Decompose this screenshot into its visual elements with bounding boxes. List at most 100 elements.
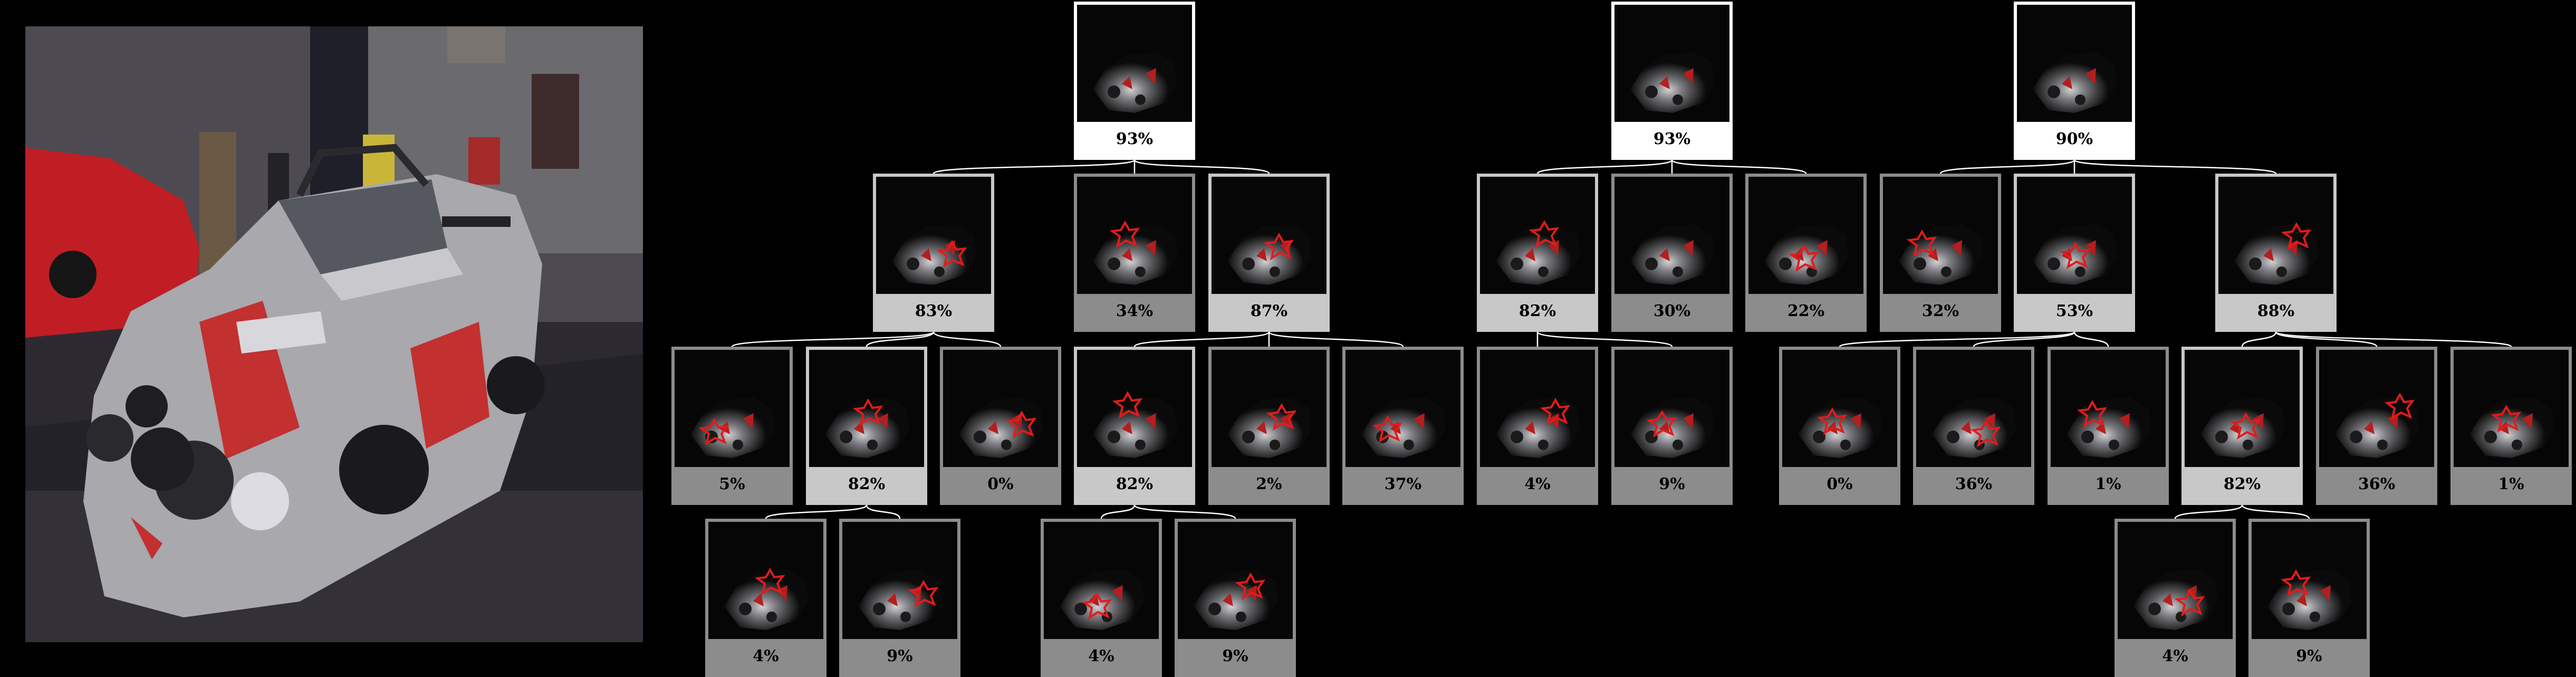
region-outline <box>1372 415 1403 443</box>
node-thumbnail <box>1345 350 1460 467</box>
region-outline <box>2384 392 2415 421</box>
tree-node: 0% <box>940 347 1061 505</box>
tree-edge <box>765 504 868 519</box>
node-thumbnail <box>1178 522 1293 639</box>
car-thumbnail-image <box>1883 177 1998 294</box>
tree-node: 32% <box>1880 174 2001 332</box>
region-outline <box>1970 419 2001 447</box>
tree-node: 88% <box>2215 174 2337 332</box>
tree-edge <box>2174 504 2243 519</box>
tree-edge <box>933 159 1136 175</box>
node-score: 82% <box>1077 467 1192 502</box>
car-thumbnail-image <box>809 350 924 467</box>
tree-node: 34% <box>1074 174 1195 332</box>
tree-node: 9% <box>1175 519 1296 677</box>
node-thumbnail <box>943 350 1058 467</box>
tree-node: 36% <box>2316 347 2437 505</box>
tree-node: 82% <box>806 347 927 505</box>
node-thumbnail <box>2454 350 2569 467</box>
car-thumbnail-image <box>1345 350 1460 467</box>
tree-edge <box>1671 159 1807 175</box>
tree-edge <box>2241 331 2277 347</box>
node-thumbnail <box>2017 5 2132 122</box>
car-thumbnail-image <box>1782 350 1897 467</box>
region-outline <box>1540 397 1571 426</box>
region-outline <box>1235 572 1266 600</box>
node-score: 9% <box>842 639 957 674</box>
node-thumbnail <box>1916 350 2031 467</box>
tree-edge <box>866 504 901 519</box>
node-thumbnail <box>1614 177 1729 294</box>
tree-edge <box>1839 331 2075 348</box>
tree-node: 30% <box>1611 174 1733 332</box>
car-photo <box>25 26 643 642</box>
tree-edge <box>1536 159 1673 175</box>
node-thumbnail <box>1212 177 1327 294</box>
tree-edge <box>2275 331 2378 347</box>
tree-edge <box>1939 159 2075 175</box>
node-score: 30% <box>1614 294 1729 329</box>
car-thumbnail-image <box>2454 350 2569 467</box>
region-outline <box>1109 220 1140 249</box>
car-thumbnail-image <box>1077 5 1192 122</box>
tree-node: 82% <box>1477 174 1598 332</box>
node-thumbnail <box>2118 522 2233 639</box>
node-thumbnail <box>2017 177 2132 294</box>
region-outline <box>1816 407 1848 435</box>
tree-node: 4% <box>705 519 826 677</box>
tree-node: 9% <box>839 519 960 677</box>
region-outline <box>2280 569 2311 597</box>
car-thumbnail-image <box>1614 350 1729 467</box>
node-score: 90% <box>2017 122 2132 157</box>
tree-node: 4% <box>1477 347 1598 505</box>
region-outline <box>1906 229 1937 258</box>
node-score: 34% <box>1077 294 1192 329</box>
tree-edge <box>2073 331 2109 347</box>
node-score: 9% <box>1178 639 1293 674</box>
node-thumbnail <box>2185 350 2300 467</box>
node-thumbnail <box>876 177 991 294</box>
car-thumbnail-image <box>2118 522 2233 639</box>
car-thumbnail-image <box>1614 5 1729 122</box>
node-thumbnail <box>708 522 823 639</box>
tree-node: 9% <box>2248 519 2370 677</box>
tree-node: 82% <box>2181 347 2303 505</box>
node-thumbnail <box>1748 177 1863 294</box>
node-score: 87% <box>1212 294 1327 329</box>
region-outline <box>698 417 729 446</box>
node-score: 22% <box>1748 294 1863 329</box>
node-score: 0% <box>1782 467 1897 502</box>
car-thumbnail-image <box>2017 5 2132 122</box>
node-score: 82% <box>1480 294 1595 329</box>
tree-edge <box>731 331 935 348</box>
region-outline <box>1266 403 1297 431</box>
tree-edge <box>2241 504 2310 519</box>
car-thumbnail-image <box>2051 350 2166 467</box>
tree-edge <box>1133 159 1270 175</box>
tree-node: 90% <box>2014 2 2135 160</box>
tree-node: 5% <box>671 347 793 505</box>
tree-node: 83% <box>873 174 994 332</box>
car-thumbnail-image <box>1916 350 2031 467</box>
tree-node: 0% <box>1779 347 1900 505</box>
node-score: 4% <box>2118 639 2233 674</box>
node-thumbnail <box>1883 177 1998 294</box>
node-score: 4% <box>1044 639 1159 674</box>
tree-edge <box>1268 331 1404 348</box>
node-score: 9% <box>1614 467 1729 502</box>
region-outline <box>1529 220 1560 248</box>
region-outline <box>908 579 939 608</box>
tree-node: 37% <box>1342 347 1464 505</box>
node-score: 36% <box>2319 467 2434 502</box>
tree-edge <box>1973 331 2075 347</box>
region-outline <box>936 240 967 268</box>
tree-edge <box>1100 504 1136 519</box>
node-thumbnail <box>2051 350 2166 467</box>
node-thumbnail <box>1480 177 1595 294</box>
region-outline <box>2281 222 2312 250</box>
car-thumbnail-image <box>876 177 991 294</box>
tree-edge <box>1536 331 1673 348</box>
tree-node: 4% <box>2114 519 2236 677</box>
node-thumbnail <box>2319 350 2434 467</box>
car-thumbnail-image <box>1077 350 1192 467</box>
